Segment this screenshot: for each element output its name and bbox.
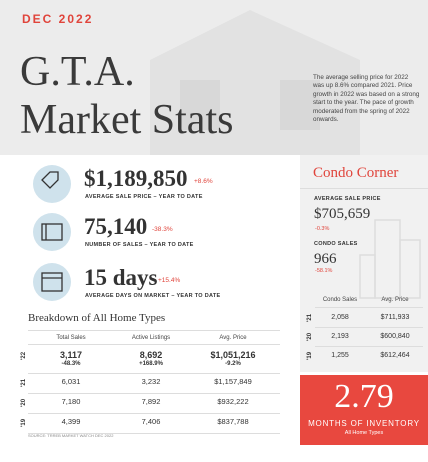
date: DEC 2022: [22, 12, 94, 26]
condo-change: -58.1%: [315, 268, 333, 274]
cell: 7,180: [61, 397, 81, 406]
stat-label: NUMBER OF SALES – YEAR TO DATE: [85, 242, 194, 248]
cell: $1,051,216: [210, 350, 256, 360]
condo-label: CONDO SALES: [314, 241, 358, 247]
condo-value: $705,659: [314, 206, 371, 222]
row-year: '19: [21, 418, 28, 428]
cell-change: +168.9%: [139, 361, 163, 367]
column-header: Avg. Price: [381, 297, 409, 303]
title: Market Stats: [20, 97, 234, 143]
cell: $932,222: [217, 397, 249, 406]
inventory-label: MONTHS OF INVENTORY: [308, 419, 420, 428]
column-header: Condo Sales: [322, 297, 358, 303]
header-background: [0, 0, 428, 155]
cell: 3,117: [59, 350, 83, 360]
stat-change: +8.6%: [194, 178, 213, 185]
row-year: '22: [21, 351, 28, 361]
column-header: Total Sales: [56, 335, 86, 341]
stat-change: -38.3%: [152, 226, 173, 233]
row-divider: [315, 327, 423, 328]
row-divider: [28, 433, 280, 434]
cell-change: -48.3%: [61, 361, 81, 367]
row-divider: [28, 393, 280, 394]
cell: $837,788: [217, 417, 249, 426]
row-divider: [28, 373, 280, 374]
cell-change: -9.2%: [225, 361, 241, 367]
condo-value: 966: [314, 251, 337, 267]
table-title: Breakdown of All Home Types: [28, 312, 166, 324]
cell: $600,840: [380, 333, 410, 340]
cell: 4,399: [61, 417, 81, 426]
title: G.T.A.: [20, 49, 135, 95]
stat-label: AVERAGE SALE PRICE – YEAR TO DATE: [85, 194, 203, 200]
row-divider: [28, 344, 280, 345]
row-divider: [28, 413, 280, 414]
row-divider: [315, 346, 423, 347]
row-divider: [315, 307, 423, 308]
stat-label: AVERAGE DAYS ON MARKET – YEAR TO DATE: [85, 293, 221, 299]
condo-change: -0.3%: [315, 226, 330, 232]
row-year: '20: [21, 398, 28, 408]
stat-value: 15 days: [84, 265, 158, 290]
cell: 2,193: [331, 333, 349, 340]
stat-icons: [33, 165, 71, 301]
stat-value: $1,189,850: [84, 166, 188, 191]
cell: 6,031: [61, 377, 81, 386]
condo-label: AVERAGE SALE PRICE: [314, 196, 381, 202]
stat-change: +15.4%: [158, 277, 181, 284]
column-header: Avg. Price: [219, 335, 247, 341]
cell: 1,255: [331, 352, 349, 359]
cell: $711,933: [380, 314, 410, 321]
cell: 3,232: [141, 377, 161, 386]
inventory-sublabel: All Home Types: [344, 430, 384, 436]
divider: [300, 188, 428, 189]
cell: $612,464: [380, 352, 410, 359]
cell: $1,157,849: [214, 377, 252, 386]
condo-panel: [300, 155, 428, 372]
row-divider: [28, 330, 280, 331]
cell: 8,692: [139, 350, 163, 360]
condo-illustration: [359, 219, 421, 299]
row-year: '21: [21, 378, 28, 388]
summary: The average selling price for 2022 was u…: [313, 74, 420, 124]
source: SOURCE: TRREB MARKET WATCH DEC 2022: [28, 433, 114, 438]
cell: 2,058: [331, 314, 349, 321]
cell: 7,892: [141, 397, 161, 406]
stat-value: 75,140: [84, 214, 148, 239]
inventory-box: [300, 375, 428, 445]
cell: 7,406: [141, 417, 161, 426]
column-header: Active Listings: [131, 335, 171, 341]
inventory-value: 2.79: [334, 378, 394, 415]
condo-title: Condo Corner: [313, 165, 399, 181]
